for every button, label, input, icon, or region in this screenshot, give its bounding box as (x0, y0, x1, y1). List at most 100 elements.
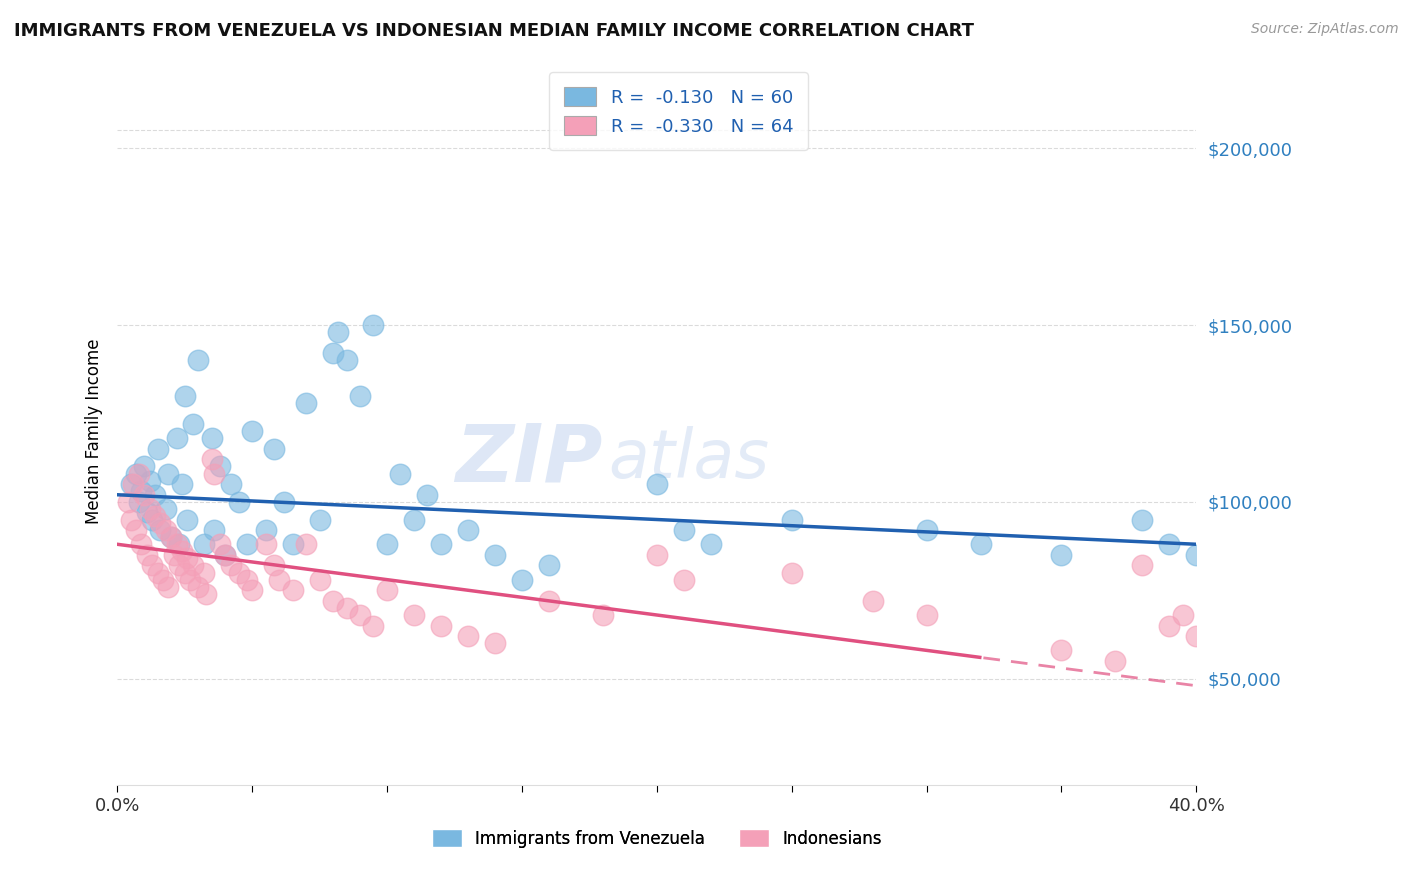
Point (152, 573, 174, 587)
Point (179, 573, 201, 587)
Point (135, 548, 157, 562)
Point (645, 477, 668, 491)
Point (219, 477, 242, 491)
Point (125, 523, 148, 537)
Point (176, 512, 198, 526)
Point (1185, 629, 1208, 643)
Point (645, 548, 668, 562)
Point (214, 548, 236, 562)
Point (208, 537, 231, 551)
Point (308, 573, 330, 587)
Point (295, 537, 318, 551)
Point (780, 512, 803, 526)
Point (138, 474, 160, 488)
Point (166, 537, 188, 551)
Point (128, 467, 150, 481)
Point (201, 452, 224, 467)
Point (201, 431, 224, 445)
Point (149, 516, 172, 530)
Point (143, 488, 166, 502)
Point (187, 580, 209, 594)
Point (122, 477, 145, 491)
Point (1132, 512, 1154, 526)
Legend: Immigrants from Venezuela, Indonesians: Immigrants from Venezuela, Indonesians (426, 822, 889, 855)
Point (1050, 643, 1073, 657)
Point (969, 537, 991, 551)
Text: Source: ZipAtlas.com: Source: ZipAtlas.com (1251, 22, 1399, 37)
Point (160, 530, 183, 544)
Point (128, 495, 150, 509)
Y-axis label: Median Family Income: Median Family Income (86, 338, 103, 524)
Point (915, 523, 938, 537)
Point (254, 537, 277, 551)
Point (1159, 537, 1181, 551)
Point (267, 573, 290, 587)
Point (1171, 607, 1194, 622)
Text: atlas: atlas (609, 426, 769, 492)
Point (363, 318, 385, 332)
Point (228, 495, 250, 509)
Point (430, 537, 453, 551)
Text: IMMIGRANTS FROM VENEZUELA VS INDONESIAN MEDIAN FAMILY INCOME CORRELATION CHART: IMMIGRANTS FROM VENEZUELA VS INDONESIAN … (14, 22, 974, 40)
Point (402, 512, 425, 526)
Point (181, 558, 204, 573)
Point (134, 488, 156, 502)
Point (273, 495, 295, 509)
Point (202, 523, 225, 537)
Point (862, 594, 884, 608)
Point (263, 558, 285, 573)
Point (672, 523, 695, 537)
Point (263, 442, 285, 456)
Point (134, 459, 156, 474)
Point (170, 477, 193, 491)
Point (138, 502, 160, 516)
Point (281, 537, 304, 551)
Point (484, 548, 506, 562)
Point (214, 548, 236, 562)
Point (1185, 548, 1208, 562)
Point (176, 551, 198, 566)
Point (457, 523, 479, 537)
Point (173, 389, 195, 403)
Point (430, 618, 453, 632)
Point (240, 424, 263, 438)
Point (416, 488, 439, 502)
Point (592, 607, 614, 622)
Point (166, 431, 188, 445)
Point (170, 544, 193, 558)
Point (163, 548, 186, 562)
Point (349, 389, 371, 403)
Point (1050, 548, 1073, 562)
Point (117, 495, 139, 509)
Point (537, 594, 560, 608)
Point (1159, 618, 1181, 632)
Point (484, 636, 506, 650)
Point (141, 512, 163, 526)
Point (157, 580, 180, 594)
Point (173, 566, 195, 580)
Point (131, 537, 153, 551)
Point (146, 442, 169, 456)
Point (120, 512, 142, 526)
Point (699, 537, 721, 551)
Point (322, 346, 344, 360)
Point (160, 530, 183, 544)
Point (510, 573, 533, 587)
Point (195, 587, 218, 601)
Point (363, 618, 385, 632)
Point (155, 523, 177, 537)
Point (228, 566, 250, 580)
Point (335, 353, 357, 368)
Point (181, 417, 204, 431)
Point (146, 566, 169, 580)
Point (349, 607, 371, 622)
Point (143, 508, 166, 523)
Point (375, 537, 398, 551)
Point (1132, 558, 1154, 573)
Point (219, 558, 242, 573)
Point (335, 601, 357, 615)
Point (135, 505, 157, 519)
Point (402, 607, 425, 622)
Point (915, 607, 938, 622)
Point (235, 537, 257, 551)
